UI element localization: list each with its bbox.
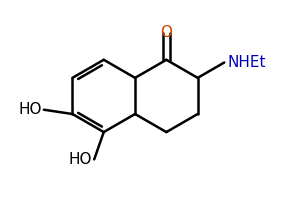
Text: O: O	[160, 25, 172, 40]
Text: HO: HO	[18, 102, 42, 117]
Text: NHEt: NHEt	[227, 55, 266, 70]
Text: HO: HO	[68, 152, 92, 167]
